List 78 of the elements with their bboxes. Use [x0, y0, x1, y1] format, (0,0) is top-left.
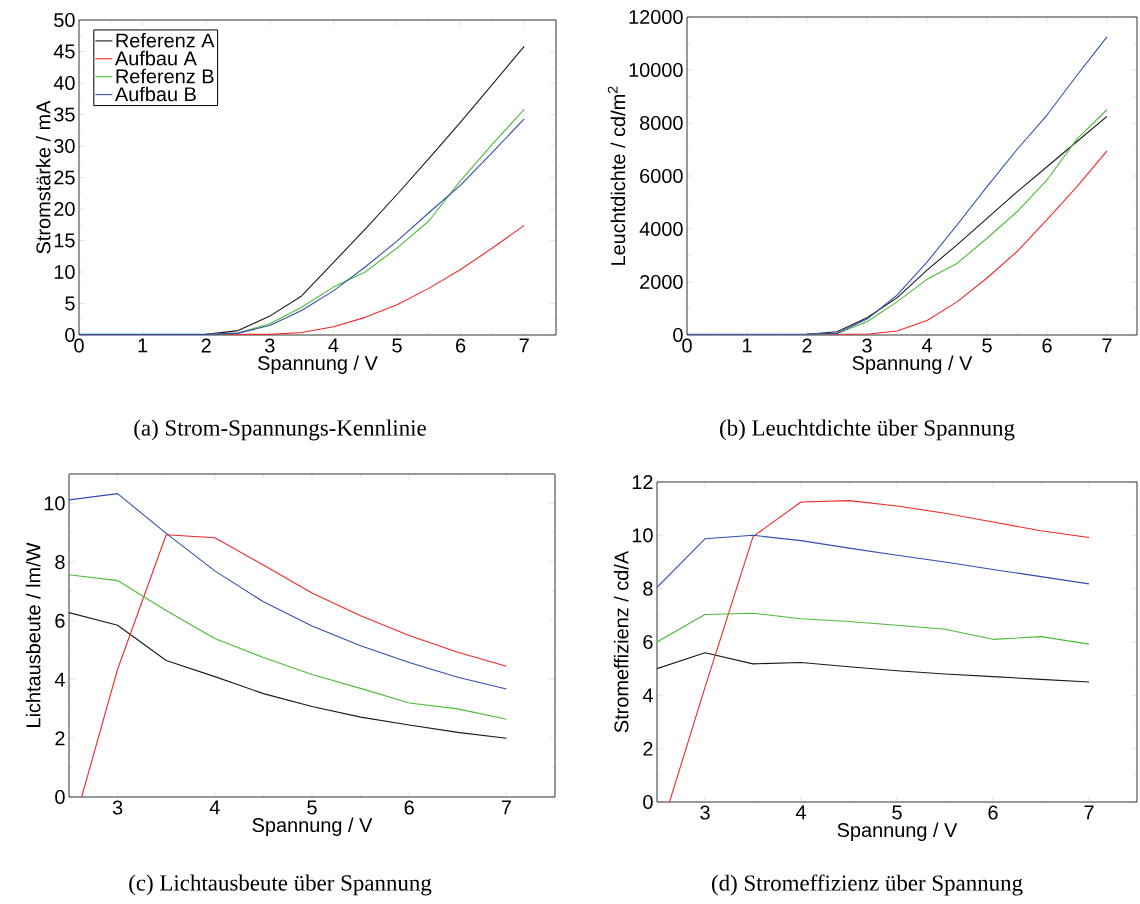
x-tick-label: 6 [404, 800, 414, 815]
y-tick-label: 0 [55, 789, 65, 805]
x-axis-title: Spannung / V [258, 355, 378, 375]
line-series [657, 652, 1090, 683]
x-tick-label: 4 [328, 338, 339, 353]
x-tick-label: 3 [862, 338, 872, 353]
line-series [668, 500, 1090, 802]
y-tick-label: 6000 [640, 168, 683, 184]
y-tick-label: 8 [55, 555, 65, 570]
x-tick-label: 1 [138, 338, 148, 353]
x-tick-label: 5 [307, 800, 317, 815]
line-series [69, 493, 507, 690]
y-tick-label: 8000 [640, 115, 683, 131]
y-tick-label: 0 [65, 327, 75, 343]
y-tick-label: 8 [643, 581, 653, 596]
line-series [81, 534, 507, 797]
line-series [657, 612, 1090, 645]
text: (d) Stromeffizienz über Spannung [712, 874, 1023, 896]
y-tick-label: 10 [632, 528, 653, 543]
y-tick-label: 12 [632, 475, 653, 489]
legend-label: Aufbau B [114, 86, 196, 102]
y-tick-label: 4000 [639, 221, 683, 237]
x-axis-title: Spannung / V [252, 817, 373, 837]
y-axis-title: Stromeffizienz / cd/A [613, 550, 629, 733]
x-tick-label: 7 [501, 800, 511, 815]
x-tick-label: 7 [519, 338, 529, 353]
x-axis-title: Spannung / V [837, 822, 958, 842]
x-tick-label: 4 [209, 800, 220, 815]
y-tick-label: 10 [54, 264, 75, 280]
text: (c) Lichtausbeute über Spannung [129, 874, 432, 896]
x-axis-title: Spannung / V [852, 355, 973, 375]
x-tick-label: 5 [982, 338, 992, 353]
line-series [657, 534, 1090, 588]
x-tick-label: 2 [802, 338, 812, 353]
y-tick-label: 6 [55, 613, 65, 628]
y-tick-label: 4 [642, 688, 653, 703]
y-tick-label: 35 [54, 107, 75, 122]
y-axis-title: Leuchtdichte / cd/m$^{2}$ [607, 86, 626, 265]
y-tick-label: 50 [54, 12, 75, 28]
y-tick-label: 45 [53, 44, 75, 59]
y-tick-label: 4 [54, 672, 65, 687]
y-tick-label: 15 [54, 233, 75, 248]
x-tick-label: 1 [742, 338, 752, 353]
x-tick-label: 3 [265, 338, 275, 353]
y-tick-label: 10000 [629, 62, 683, 78]
y-axis-title: Lichtausbeute / lm/W [25, 542, 41, 727]
legend-label: Aufbau A [114, 50, 197, 66]
text: (b) Leuchtdichte über Spannung [720, 419, 1015, 441]
line-series [69, 612, 507, 739]
y-tick-label: 10 [44, 496, 65, 511]
y-tick-label: 12000 [629, 9, 683, 25]
x-tick-label: 6 [1042, 338, 1052, 353]
y-tick-label: 0 [673, 327, 683, 343]
y-tick-label: 40 [53, 75, 75, 91]
legend-label: Referenz B [116, 68, 214, 84]
y-tick-label: 5 [65, 296, 75, 311]
y-tick-label: 2 [55, 731, 65, 746]
y-tick-label: 30 [54, 138, 75, 154]
x-tick-label: 6 [988, 805, 998, 820]
line-series [69, 574, 507, 720]
y-tick-label: 25 [54, 170, 75, 185]
text: (a) Strom-Spannungs-Kennlinie [134, 419, 426, 441]
x-tick-label: 4 [921, 338, 932, 353]
x-tick-label: 2 [201, 338, 211, 353]
y-tick-label: 20 [54, 201, 75, 217]
x-tick-label: 6 [456, 338, 466, 353]
legend-label: Referenz A [116, 32, 215, 48]
x-tick-label: 4 [795, 805, 806, 820]
y-axis-title: Stromstärke / mA [35, 100, 51, 254]
x-tick-label: 7 [1084, 805, 1094, 820]
x-tick-label: 5 [392, 338, 402, 353]
y-tick-label: 2 [643, 741, 653, 756]
x-tick-label: 5 [892, 805, 902, 820]
x-tick-label: 3 [700, 805, 710, 820]
x-tick-label: 3 [112, 800, 123, 815]
y-tick-label: 6 [643, 634, 653, 650]
x-tick-label: 7 [1102, 338, 1112, 353]
y-tick-label: 2000 [640, 274, 683, 290]
